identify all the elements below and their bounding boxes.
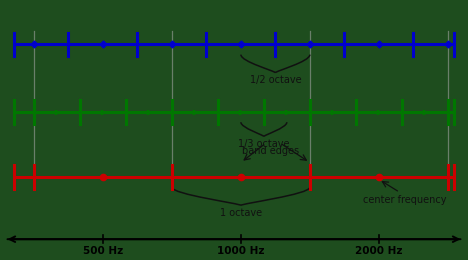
Text: center frequency: center frequency: [363, 195, 446, 205]
Text: 1 octave: 1 octave: [220, 208, 262, 218]
Text: 500 Hz: 500 Hz: [83, 246, 123, 256]
Text: 1/2 octave: 1/2 octave: [249, 75, 301, 85]
Text: band edges: band edges: [242, 146, 299, 155]
Text: 1/3 octave: 1/3 octave: [238, 139, 290, 149]
Text: 2000 Hz: 2000 Hz: [355, 246, 402, 256]
Text: 1000 Hz: 1000 Hz: [217, 246, 264, 256]
